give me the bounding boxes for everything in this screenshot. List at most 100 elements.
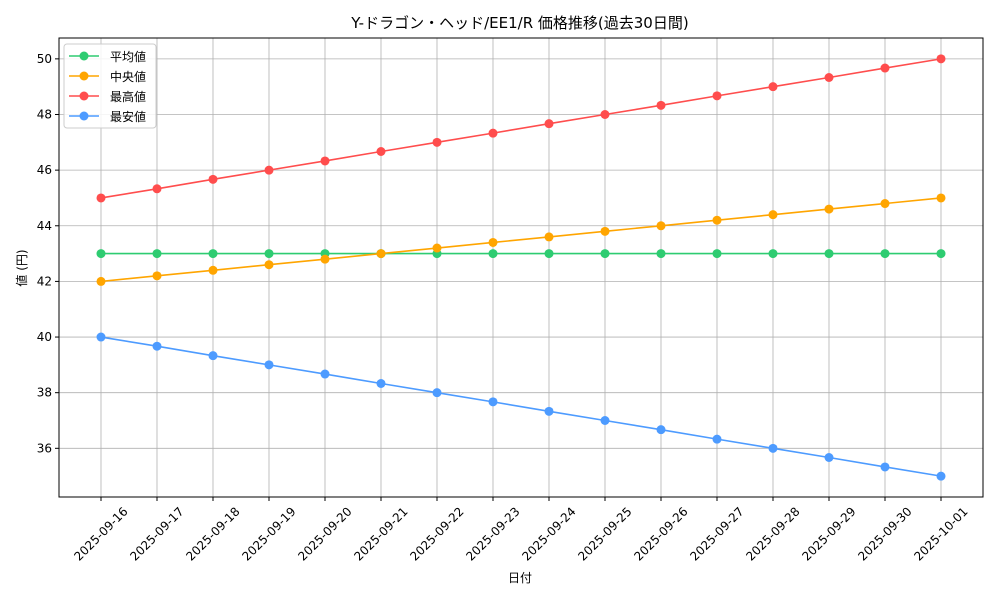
data-point bbox=[880, 199, 890, 209]
data-point bbox=[264, 249, 274, 259]
legend-box bbox=[63, 43, 157, 129]
x-tick-label: 2025-09-24 bbox=[519, 504, 578, 563]
data-point bbox=[824, 452, 834, 462]
x-tick-label: 2025-10-01 bbox=[911, 504, 970, 563]
data-point bbox=[656, 425, 666, 435]
data-point bbox=[824, 249, 834, 259]
data-point bbox=[544, 119, 554, 129]
data-point bbox=[320, 254, 330, 264]
data-point bbox=[96, 276, 106, 286]
data-point bbox=[96, 193, 106, 203]
data-point bbox=[152, 184, 162, 194]
data-point bbox=[880, 63, 890, 73]
data-point bbox=[152, 271, 162, 281]
data-point bbox=[600, 249, 610, 259]
data-point bbox=[824, 204, 834, 214]
data-point bbox=[432, 388, 442, 398]
data-point bbox=[544, 232, 554, 242]
data-point bbox=[152, 249, 162, 259]
data-point bbox=[96, 249, 106, 259]
y-tick-label: 48 bbox=[37, 108, 52, 122]
data-point bbox=[712, 434, 722, 444]
legend-label: 中央値 bbox=[110, 69, 146, 84]
data-point bbox=[880, 462, 890, 472]
data-point bbox=[488, 128, 498, 138]
data-point bbox=[544, 406, 554, 416]
data-point bbox=[712, 91, 722, 101]
data-point bbox=[320, 369, 330, 379]
y-tick-label: 40 bbox=[37, 330, 52, 344]
legend-marker bbox=[79, 51, 89, 61]
y-tick-label: 44 bbox=[37, 219, 52, 233]
legend-marker bbox=[79, 71, 89, 81]
legend-marker bbox=[79, 91, 89, 101]
x-tick-label: 2025-09-27 bbox=[687, 504, 746, 563]
data-point bbox=[824, 73, 834, 83]
data-point bbox=[432, 137, 442, 147]
data-point bbox=[208, 174, 218, 184]
data-point bbox=[488, 237, 498, 247]
data-point bbox=[768, 443, 778, 453]
x-tick-label: 2025-09-26 bbox=[631, 504, 690, 563]
legend-marker bbox=[79, 111, 89, 121]
data-point bbox=[544, 249, 554, 259]
data-point bbox=[320, 156, 330, 166]
data-point bbox=[712, 249, 722, 259]
data-point bbox=[600, 110, 610, 119]
data-point bbox=[96, 332, 106, 342]
data-point bbox=[936, 54, 946, 64]
data-point bbox=[208, 249, 218, 259]
x-tick-label: 2025-09-22 bbox=[407, 504, 466, 563]
data-point bbox=[600, 416, 610, 425]
y-axis-label: 値 (円) bbox=[14, 249, 29, 286]
data-point bbox=[264, 165, 274, 175]
data-point bbox=[768, 249, 778, 259]
data-point bbox=[488, 249, 498, 259]
data-point bbox=[936, 193, 946, 203]
data-point bbox=[600, 226, 610, 236]
data-point bbox=[656, 249, 666, 259]
data-point bbox=[936, 471, 946, 481]
x-tick-label: 2025-09-18 bbox=[183, 504, 242, 563]
data-point bbox=[936, 249, 946, 259]
x-tick-label: 2025-09-20 bbox=[295, 504, 354, 563]
data-point bbox=[208, 265, 218, 275]
data-point bbox=[432, 243, 442, 253]
data-point bbox=[208, 351, 218, 361]
x-tick-label: 2025-09-25 bbox=[575, 504, 634, 563]
data-point bbox=[376, 379, 386, 389]
series-line-1 bbox=[100, 197, 942, 283]
x-tick-label: 2025-09-23 bbox=[463, 504, 522, 563]
x-tick-label: 2025-09-30 bbox=[855, 504, 914, 563]
x-tick-label: 2025-09-17 bbox=[127, 504, 186, 563]
y-tick-label: 50 bbox=[37, 52, 52, 66]
data-point bbox=[768, 210, 778, 220]
data-point bbox=[880, 249, 890, 259]
y-tick-label: 46 bbox=[37, 163, 52, 177]
x-tick-label: 2025-09-28 bbox=[743, 504, 802, 563]
data-point bbox=[712, 215, 722, 225]
x-axis-label: 日付 bbox=[508, 571, 532, 585]
data-point bbox=[376, 249, 386, 259]
x-tick-label: 2025-09-29 bbox=[799, 504, 858, 563]
data-point bbox=[376, 146, 386, 156]
legend-label: 最安値 bbox=[110, 109, 146, 124]
plot-frame bbox=[58, 37, 984, 498]
series-line-3 bbox=[100, 336, 942, 477]
data-point bbox=[264, 360, 274, 370]
legend-label: 最高値 bbox=[110, 89, 146, 104]
data-point bbox=[264, 260, 274, 270]
x-tick-label: 2025-09-19 bbox=[239, 504, 298, 563]
data-point bbox=[656, 221, 666, 231]
x-tick-label: 2025-09-21 bbox=[351, 504, 410, 563]
series-line-2 bbox=[100, 58, 942, 199]
data-point bbox=[488, 397, 498, 407]
y-tick-label: 38 bbox=[37, 386, 52, 400]
legend-label: 平均値 bbox=[110, 49, 146, 64]
data-point bbox=[656, 100, 666, 110]
data-point bbox=[768, 82, 778, 92]
chart-title: Y-ドラゴン・ヘッド/EE1/R 価格推移(過去30日間) bbox=[350, 14, 688, 32]
x-tick-label: 2025-09-16 bbox=[71, 504, 130, 563]
